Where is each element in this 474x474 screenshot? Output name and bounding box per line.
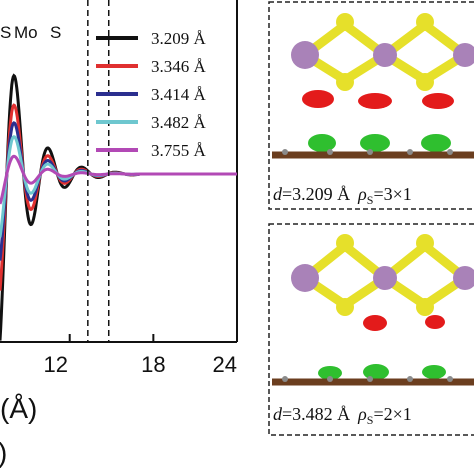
series-layer	[0, 73, 237, 341]
marker-label-3: S	[50, 23, 61, 42]
legend-label-2: 3.346 Å	[151, 57, 207, 76]
x-axis-label-fragment: )	[0, 437, 7, 468]
legend-label-5: 3.755 Å	[151, 141, 207, 160]
marker-label-2: Mo	[14, 23, 38, 42]
legend-label-1: 3.209 Å	[151, 29, 207, 48]
mos2-layer-top	[291, 13, 474, 109]
charge-difference-plot: S Mo S 3.209 Å3.346 Å3.414 Å3.482 Å3.755 Å…	[0, 0, 238, 468]
series-line-5	[0, 154, 237, 205]
x-tick-label-2: 18	[141, 352, 165, 377]
graphene-layer-top	[272, 134, 474, 159]
legend-label-3: 3.414 Å	[151, 85, 207, 104]
atom-position-markers: S Mo S	[0, 0, 110, 342]
legend-label-4: 3.482 Å	[151, 113, 207, 132]
x-ticks: 12 18 24	[43, 334, 238, 377]
x-axis-label: (Å)	[0, 393, 37, 424]
legend: 3.209 Å 3.346 Å 3.414 Å 3.482 Å 3.755 Å	[96, 29, 207, 160]
x-tick-label-1: 12	[43, 352, 67, 377]
graphene-layer-bottom	[272, 364, 474, 386]
marker-label-1: S	[0, 23, 11, 42]
x-tick-label-3: 24	[213, 352, 237, 377]
mos2-layer-bottom	[291, 234, 474, 331]
series-line-2	[0, 103, 237, 291]
